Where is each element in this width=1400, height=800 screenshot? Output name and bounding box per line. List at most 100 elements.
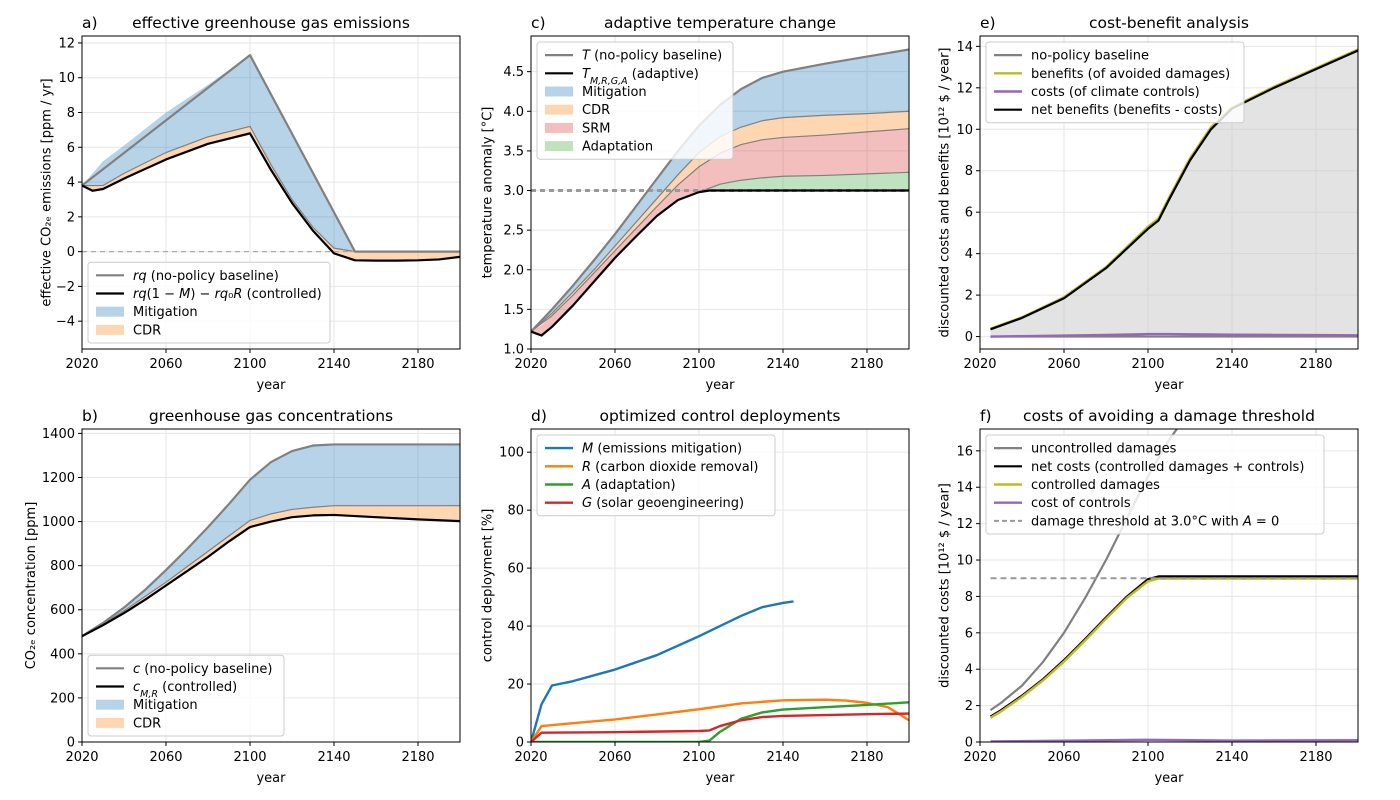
series-line-c-1 bbox=[531, 189, 909, 337]
y-tick-label: 4 bbox=[67, 176, 75, 191]
chart-title: adaptive temperature change bbox=[604, 14, 836, 32]
y-tick-label: 1.5 bbox=[503, 303, 524, 318]
y-tick-label: 1200 bbox=[42, 471, 75, 486]
y-tick-label: 0 bbox=[67, 245, 75, 260]
y-axis-label: temperature anomaly [°C] bbox=[481, 107, 496, 279]
x-tick-label: 2140 bbox=[766, 357, 799, 372]
x-tick-label: 2180 bbox=[1299, 357, 1332, 372]
axes-frame-d bbox=[530, 428, 910, 743]
x-tick-label: 2100 bbox=[682, 357, 715, 372]
axes-frame-c bbox=[530, 35, 910, 350]
plot-area-d bbox=[531, 600, 909, 742]
y-tick-label: 4.0 bbox=[503, 105, 524, 120]
legend-box bbox=[985, 41, 1245, 124]
legend-label: rq (no-policy baseline) bbox=[133, 269, 279, 284]
y-tick-label: 2 bbox=[965, 699, 973, 714]
panel-e: 2020 2060 2100 2140 2180 0 2 4 6 8 10 12 14 year disco… bbox=[937, 14, 1359, 393]
panel-d: 2020 2060 2100 2140 2180 0 20 40 60 80 100 year cont… bbox=[481, 407, 910, 786]
y-tick-label: −2 bbox=[56, 280, 75, 295]
y-tick-label: 6 bbox=[965, 626, 973, 641]
x-tick-label: 2060 bbox=[598, 357, 631, 372]
y-tick-label: 12 bbox=[956, 81, 973, 96]
y-tick-label: 2 bbox=[67, 210, 75, 225]
legend-swatch bbox=[545, 122, 573, 133]
y-tick-label: 0 bbox=[965, 736, 973, 751]
area-mitigation-b bbox=[82, 444, 460, 637]
x-axis-label: year bbox=[1154, 378, 1184, 393]
panel-letter: b) bbox=[82, 407, 98, 425]
y-tick-label: 40 bbox=[507, 620, 524, 635]
legend-box bbox=[536, 41, 734, 160]
y-tick-label: 600 bbox=[50, 603, 75, 618]
x-tick-label: 2100 bbox=[1131, 357, 1164, 372]
panel-letter: f) bbox=[980, 407, 992, 425]
legend-box bbox=[87, 654, 285, 737]
x-tick-label: 2100 bbox=[1131, 750, 1164, 765]
x-tick-label: 2060 bbox=[149, 750, 182, 765]
y-tick-label: 12 bbox=[956, 517, 973, 532]
axes-frame-f bbox=[979, 428, 1359, 743]
series-line-d-1 bbox=[531, 698, 909, 742]
legend-label: SRM bbox=[582, 121, 611, 136]
y-tick-label: 60 bbox=[507, 562, 524, 577]
chart-title: costs of avoiding a damage threshold bbox=[1023, 407, 1315, 425]
y-tick-label: 6 bbox=[965, 206, 973, 221]
legend-label: M (emissions mitigation) bbox=[582, 442, 742, 457]
y-tick-label: 8 bbox=[965, 590, 973, 605]
legend-label: A (adaptation) bbox=[581, 478, 676, 493]
x-axis-label: year bbox=[256, 771, 286, 786]
x-tick-label: 2060 bbox=[1047, 357, 1080, 372]
y-axis-label: discounted costs and benefits [10¹² $ / … bbox=[937, 48, 952, 338]
legend-swatch bbox=[96, 699, 124, 710]
panel-b: 2020 2060 2100 2140 2180 0 200 400 600 800 1000 120… bbox=[24, 407, 461, 786]
layer-boundary-c-2 bbox=[531, 171, 909, 337]
series-line-d-3 bbox=[531, 712, 909, 742]
legend-swatch bbox=[545, 104, 573, 115]
legend-label: costs (of climate controls) bbox=[1031, 85, 1200, 100]
legend-label: CDR bbox=[133, 323, 161, 338]
series-line-b-0 bbox=[82, 443, 460, 638]
series-line-f-2 bbox=[989, 577, 1358, 719]
legend-f: uncontrolled damages net costs (controlle… bbox=[985, 434, 1325, 535]
x-tick-label: 2140 bbox=[766, 750, 799, 765]
legend-box bbox=[87, 261, 331, 344]
legend-box bbox=[985, 434, 1325, 535]
chart-title: optimized control deployments bbox=[600, 407, 841, 425]
area-adaptation-c bbox=[699, 172, 909, 193]
series-line-e-3 bbox=[990, 49, 1358, 331]
panel-letter: a) bbox=[82, 14, 98, 32]
legend-c: T (no-policy baseline) TM,R,G,A (adaptive… bbox=[536, 41, 734, 160]
panel-a: 2020 2060 2100 2140 2180 −4 −2 0 2 4 6 8 10 12 year eff… bbox=[39, 14, 461, 393]
axes-frame-b bbox=[81, 428, 461, 743]
x-axis-label: year bbox=[1154, 771, 1184, 786]
layer-boundary-c-0 bbox=[531, 110, 909, 333]
series-line-f-1 bbox=[989, 575, 1358, 718]
legend-label: no-policy baseline bbox=[1031, 49, 1149, 64]
x-tick-label: 2020 bbox=[514, 750, 547, 765]
y-tick-label: 10 bbox=[58, 71, 75, 86]
y-tick-label: 8 bbox=[965, 164, 973, 179]
x-axis-label: year bbox=[256, 378, 286, 393]
y-tick-label: 1000 bbox=[42, 515, 75, 530]
x-tick-label: 2100 bbox=[682, 750, 715, 765]
series-line-d-0 bbox=[531, 600, 794, 742]
legend-label: damage threshold at 3.0°C with A = 0 bbox=[1031, 514, 1279, 529]
panel-f: 2020 2060 2100 2140 2180 0 2 4 6 8 10 12 14 16 year dis… bbox=[937, 407, 1359, 786]
x-tick-label: 2140 bbox=[1215, 750, 1248, 765]
legend-label: R (carbon dioxide removal) bbox=[582, 460, 758, 475]
y-tick-label: 8 bbox=[67, 106, 75, 121]
y-tick-label: 400 bbox=[50, 647, 75, 662]
plot-area-e bbox=[990, 48, 1358, 338]
legend-label: c (no-policy baseline) bbox=[133, 662, 272, 677]
y-axis-label: discounted costs [10¹² $ / year] bbox=[937, 483, 952, 688]
legend-box bbox=[536, 434, 776, 517]
y-tick-label: 2.5 bbox=[503, 224, 524, 239]
x-tick-label: 2100 bbox=[233, 357, 266, 372]
legend-label: Adaptation bbox=[582, 140, 653, 155]
y-axis-label: effective CO₂ₑ emissions [ppm / yr] bbox=[39, 78, 54, 306]
area-cdr-b bbox=[82, 505, 460, 637]
axes-frame-a bbox=[81, 35, 461, 350]
x-tick-label: 2060 bbox=[598, 750, 631, 765]
y-tick-label: 4 bbox=[965, 663, 973, 678]
legend-label: T (no-policy baseline) bbox=[582, 49, 722, 64]
